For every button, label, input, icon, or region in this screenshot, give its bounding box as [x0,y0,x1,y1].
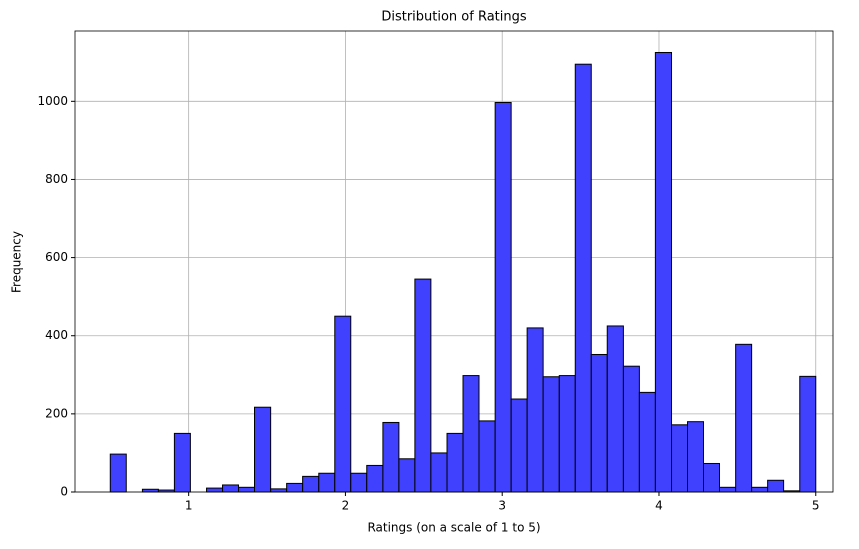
bar [767,479,785,493]
x-tick-label: 3 [498,499,506,513]
bar [703,462,720,493]
bar [606,325,624,493]
bar [542,376,560,493]
y-tick-label: 600 [45,250,68,264]
bar [366,464,384,493]
bar [173,432,191,493]
bar [446,432,464,493]
bar [462,375,480,493]
chart-title: Distribution of Ratings [381,10,527,25]
x-tick-label: 4 [655,499,663,513]
y-tick-label: 400 [45,328,68,342]
bar [414,278,432,493]
bar [654,51,673,493]
bar [222,484,240,493]
bar [270,488,288,493]
bar [398,458,416,493]
bar [350,472,368,493]
bar [318,472,336,493]
x-tick-label: 2 [342,499,350,513]
bar [141,488,159,493]
bar [751,486,769,493]
bar [510,398,528,493]
x-tick-label: 1 [185,499,193,513]
bar [687,421,705,493]
y-axis-label: Frequency [10,231,24,293]
bar [558,375,576,493]
bar [382,421,400,493]
y-tick-label: 0 [60,485,68,499]
plot-frame [74,30,834,493]
y-tick-label: 800 [45,172,68,186]
bar [494,101,512,493]
bar [574,63,592,493]
bar [590,353,608,493]
bar [478,420,496,493]
bar [622,365,640,493]
y-tick-label: 1000 [37,94,68,108]
bar [302,475,320,493]
bar [799,375,817,493]
bar [286,482,304,493]
bar [718,486,737,493]
bar [735,343,753,493]
x-tick-label: 5 [812,499,820,513]
bar [430,452,448,493]
bar [526,327,544,493]
bar [334,315,352,493]
bar [238,486,256,493]
bar [206,487,224,493]
x-axis-label: Ratings (on a scale of 1 to 5) [367,521,540,535]
bar [109,453,127,493]
bar [671,424,689,493]
y-tick-label: 200 [45,406,68,420]
bar [254,406,272,493]
bar [638,391,656,493]
